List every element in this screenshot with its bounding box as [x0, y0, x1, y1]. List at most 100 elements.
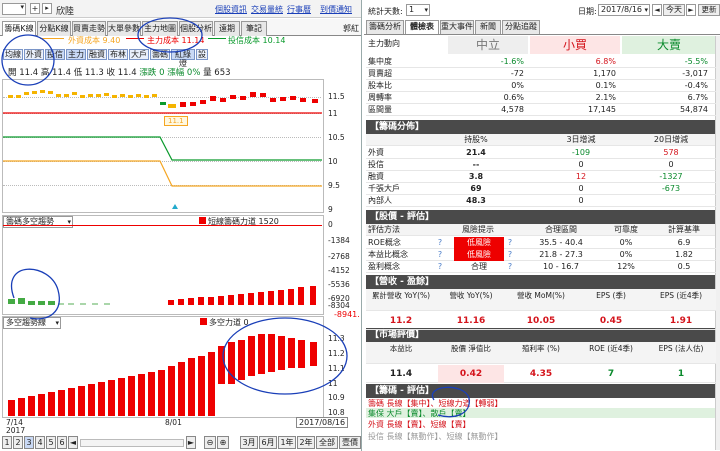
stock-selector[interactable]: ▾ — [2, 3, 26, 15]
pill-investor[interactable]: 投信 — [45, 49, 65, 60]
page-button[interactable]: 4 — [35, 436, 45, 449]
help-icon[interactable]: ? — [507, 250, 513, 259]
pill-chip[interactable]: 籌碼 — [150, 49, 170, 60]
refresh-button[interactable]: 更新 — [698, 4, 720, 16]
zoom-in-icon: ⊕ — [219, 438, 227, 447]
trend-chart-area[interactable] — [2, 215, 324, 315]
tab-chip-analysis[interactable]: 籌碼分析 — [366, 20, 404, 34]
right-scrollbar[interactable] — [715, 36, 720, 450]
date-picker[interactable]: 2017/8/16 ▾ — [598, 4, 650, 16]
range-6m[interactable]: 6月 — [259, 436, 277, 449]
trendline-select[interactable]: 多空趨勢線 ▾ — [3, 317, 61, 329]
tab-stock-analysis[interactable]: 個股分析 — [179, 21, 213, 36]
help-icon[interactable]: ? — [437, 262, 443, 271]
pill-margin[interactable]: 融資 — [87, 49, 107, 60]
ohlc-low: 低 11.3 — [73, 68, 104, 78]
pill-bollinger[interactable]: 布林 — [108, 49, 128, 60]
zoom-out-icon: ⊖ — [206, 438, 214, 447]
trend-axis-tick: -4152 — [328, 266, 350, 275]
add-stock-button[interactable]: + — [30, 3, 40, 14]
help-icon[interactable]: ? — [437, 250, 443, 259]
page-button[interactable]: 5 — [46, 436, 56, 449]
force-axis-tick: 10.8 — [328, 408, 345, 417]
today-button[interactable]: 今天 — [663, 4, 685, 16]
main-chart-area[interactable] — [2, 79, 324, 213]
help-icon[interactable]: ? — [507, 262, 513, 271]
x-year: 2017 — [6, 426, 26, 435]
trend-plot — [3, 225, 322, 305]
trend-axis-tick: -6920 — [328, 294, 350, 303]
tab-main-map[interactable]: 主力地圖 — [142, 21, 178, 36]
zoom-in-button[interactable]: ⊕ — [217, 436, 229, 449]
dist-row: 內部人 48.3 0 — [366, 195, 716, 207]
user-annotation-marks-right — [431, 386, 470, 418]
flow-row: 股本比 0% 0.1% -0.4% — [366, 80, 716, 92]
stat-days-label: 統計天數: — [368, 7, 403, 16]
rev-col-header: 累計營收 YoY(%) 營收 YoY(%) 營收 MoM(%) EPS (季) EPS … — [366, 289, 716, 311]
tab-notes[interactable]: 筆記 — [241, 21, 267, 36]
tab-forward[interactable]: 遠期 — [214, 21, 240, 36]
pill-foreign[interactable]: 外資 — [24, 49, 44, 60]
short-strength-label: 短線籌碼力道 1520 — [199, 216, 279, 227]
page-button[interactable]: 3 — [24, 436, 34, 449]
tab-branch-kline[interactable]: 分點K線 — [37, 21, 71, 36]
dist-row: 千張大戶 69 0 -673 — [366, 183, 716, 195]
scroll-left-button[interactable]: ◄ — [68, 436, 78, 449]
link-trade-volume[interactable]: 交易量統 — [251, 5, 283, 14]
page-button[interactable]: 6 — [57, 436, 67, 449]
stat-days-select[interactable]: 1 ▾ — [406, 4, 430, 16]
chart-tabs: 籌碼K線 分點K線 買賣走勢 大單參數 主力地圖 個股分析 遠期 筆記 郭紅 — [0, 19, 361, 36]
tab-news[interactable]: 新聞 — [475, 20, 501, 34]
pill-settings[interactable]: 設 — [196, 49, 208, 60]
next-day-button[interactable]: ► — [686, 4, 696, 16]
trend-last-value: -8941. — [334, 310, 360, 319]
chip-distribution-header: 【籌碼分佈】 — [366, 120, 716, 134]
trendline-chart-area[interactable] — [2, 316, 324, 418]
tab-trade-trend[interactable]: 買賣走勢 — [72, 21, 106, 36]
zoom-out-button[interactable]: ⊖ — [204, 436, 216, 449]
main-axis-tick: 10.5 — [328, 133, 345, 142]
chart-toolbar: ▾ + ▸ 欣陸 個股資訊 交易量統 行事曆 到價通知 — [0, 0, 361, 18]
help-icon[interactable]: ? — [437, 238, 443, 247]
link-calendar[interactable]: 行事曆 — [287, 5, 311, 14]
main-legend-line — [126, 38, 144, 39]
flow-row: 周轉率 0.6% 2.1% 6.7% — [366, 92, 716, 104]
tab-events[interactable]: 重大事件 — [440, 20, 474, 34]
trend-axis-tick: 0 — [328, 220, 333, 229]
chip-eval-line: 投信 長線【無動作】、短線【無動作】 — [368, 432, 503, 441]
retail-cost-legend: 外資成本 9.40 — [68, 36, 121, 45]
main-axis-tick: 9 — [328, 205, 333, 214]
investor-legend-line — [208, 38, 226, 39]
force-axis-tick: 11 — [328, 379, 338, 388]
scroll-right-button[interactable]: ► — [186, 436, 196, 449]
pill-big-holder[interactable]: 大戶 — [129, 49, 149, 60]
timeline-scrollbar[interactable] — [80, 439, 184, 447]
prev-day-button[interactable]: ◄ — [652, 4, 662, 16]
range-price[interactable]: 壹價 — [339, 436, 361, 449]
next-stock-button[interactable]: ▸ — [42, 3, 52, 14]
link-stock-info[interactable]: 個股資訊 — [215, 5, 247, 14]
chip-eval-line: 籌碼 長線【集中】、短線力道【轉弱】 — [368, 399, 503, 408]
page-button[interactable]: 2 — [13, 436, 23, 449]
range-all[interactable]: 全部 — [316, 436, 338, 449]
tab-branch-track[interactable]: 分點追蹤 — [502, 20, 540, 34]
x-date-mid: 8/01 — [165, 418, 182, 427]
stock-name: 欣陸 — [56, 7, 75, 17]
pill-main[interactable]: 主力 — [66, 49, 86, 60]
help-icon[interactable]: ? — [507, 238, 513, 247]
page-button[interactable]: 1 — [2, 436, 12, 449]
revenue-header: 【營收 - 盈餘】 — [366, 275, 716, 289]
range-1y[interactable]: 1年 — [278, 436, 296, 449]
chart-pane: ▾ + ▸ 欣陸 個股資訊 交易量統 行事曆 到價通知 籌碼K線 分點K線 買賣… — [0, 0, 362, 451]
range-3m[interactable]: 3月 — [240, 436, 258, 449]
range-2y[interactable]: 2年 — [297, 436, 315, 449]
pill-ma[interactable]: 均線 — [3, 49, 23, 60]
tab-chip-kline[interactable]: 籌碼K線 — [2, 21, 36, 36]
link-price-alert[interactable]: 到價通知 — [320, 5, 352, 14]
flow-row: 區間量 4,578 17,145 54,874 — [366, 104, 716, 116]
val-col-header: 評估方法 風險提示 合理區間 可靠度 計算基準 — [366, 224, 716, 236]
ohlc-pct: 漲幅 0% — [167, 68, 201, 78]
tab-health-check[interactable]: 體檢表 — [405, 20, 439, 34]
pill-traffic-light[interactable]: 紅綠燈 — [171, 49, 195, 68]
ohlc-readout: 開 11.4 高 11.4 低 11.3 收 11.4 漲跌 0 漲幅 0% 量… — [8, 66, 231, 78]
